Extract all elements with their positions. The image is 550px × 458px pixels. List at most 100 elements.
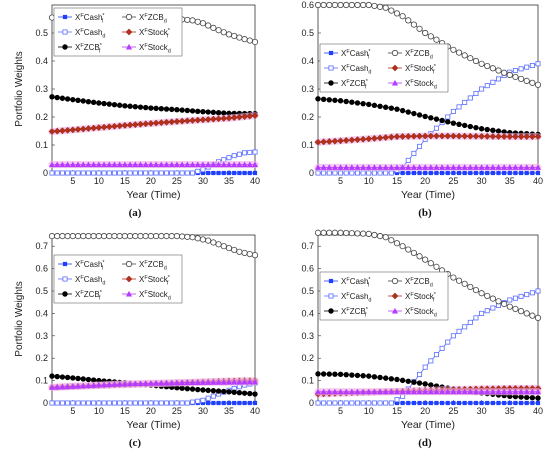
data-point: [142, 233, 149, 240]
data-point: [164, 400, 170, 406]
data-point: [90, 124, 98, 132]
data-point: [348, 164, 355, 170]
data-point: [326, 170, 332, 176]
data-point: [535, 400, 541, 406]
data-point: [427, 33, 434, 40]
data-point: [251, 378, 259, 385]
data-point: [225, 379, 233, 385]
data-point: [226, 170, 232, 176]
x-tick-label: 10: [364, 406, 374, 416]
legend-label-zcb_d: XFZCBd: [139, 13, 167, 25]
data-point: [422, 364, 428, 370]
data-point: [366, 101, 372, 108]
data-point: [314, 138, 322, 146]
legend-label-cash_f: XFCash* f: [75, 13, 105, 25]
data-point: [247, 400, 252, 406]
legend-label-zcb_d: XFZCBd: [405, 277, 433, 289]
x-tick-label: 5: [338, 176, 343, 186]
data-point: [535, 170, 541, 176]
y-tick-label: 0.6: [35, 264, 48, 274]
data-point: [366, 170, 372, 176]
data-point: [388, 105, 395, 111]
data-point: [472, 388, 480, 395]
data-point: [205, 379, 212, 385]
data-point: [382, 134, 390, 141]
data-point: [91, 170, 97, 176]
data-point: [215, 161, 222, 168]
data-point: [517, 308, 525, 315]
legend-swatch-marker: [125, 28, 133, 36]
data-point: [80, 98, 86, 104]
data-point: [433, 132, 440, 140]
data-point: [69, 383, 76, 389]
y-axis-label: Portfolio Weights: [14, 51, 25, 126]
data-point: [178, 117, 186, 125]
data-point: [331, 1, 339, 9]
data-point: [365, 388, 372, 395]
data-point: [332, 170, 338, 176]
data-point: [360, 388, 367, 395]
data-point: [189, 117, 196, 124]
data-point: [169, 400, 175, 406]
data-point: [211, 400, 216, 406]
data-point: [399, 133, 406, 140]
data-point: [80, 170, 86, 176]
data-point: [512, 133, 519, 140]
data-point: [461, 164, 468, 170]
data-point: [484, 126, 490, 133]
data-point: [478, 132, 485, 140]
data-point: [96, 400, 102, 406]
data-point: [173, 118, 181, 125]
data-point: [410, 249, 417, 257]
panel-caption: (c): [129, 437, 142, 449]
data-point: [400, 400, 405, 406]
data-point: [512, 295, 518, 301]
data-point: [489, 388, 496, 395]
data-point: [371, 400, 377, 406]
data-point: [163, 161, 170, 168]
data-point: [163, 118, 170, 126]
data-point: [59, 233, 66, 240]
data-point: [332, 97, 338, 103]
data-point: [194, 116, 202, 124]
data-point: [371, 231, 378, 239]
data-point: [85, 170, 91, 176]
data-point: [174, 400, 180, 406]
data-point: [394, 397, 400, 403]
data-point: [490, 170, 495, 176]
data-point: [326, 388, 333, 395]
y-tick-label: 0.4: [301, 56, 314, 66]
series-line: [52, 151, 256, 174]
data-point: [388, 237, 395, 244]
data-point: [388, 400, 394, 406]
data-point: [210, 24, 217, 31]
data-point: [360, 100, 366, 107]
data-point: [501, 388, 508, 395]
panel-caption: (b): [418, 207, 432, 219]
data-point: [241, 113, 248, 120]
data-point: [529, 395, 536, 401]
data-point: [468, 170, 473, 176]
data-point: [231, 379, 238, 385]
data-point: [450, 164, 457, 170]
data-point: [48, 128, 56, 135]
data-point: [354, 164, 361, 170]
y-tick-label: 0.1: [301, 140, 314, 150]
data-point: [200, 387, 206, 393]
data-point: [184, 107, 191, 114]
data-point: [337, 137, 344, 145]
data-point: [163, 233, 170, 240]
data-point: [74, 161, 82, 168]
data-point: [416, 388, 423, 395]
data-point: [158, 400, 164, 406]
data-point: [242, 150, 248, 156]
data-point: [365, 230, 372, 237]
data-point: [80, 233, 87, 240]
data-point: [231, 389, 237, 395]
data-point: [404, 132, 412, 140]
data-point: [445, 119, 451, 125]
chart-panel-1: 5 10 15 20 25 30 35 40 0 0.1 0.2 0.3 0.4 0.5 Year (Tim…: [14, 4, 260, 219]
x-tick-label: 40: [533, 406, 543, 416]
data-point: [70, 400, 76, 406]
